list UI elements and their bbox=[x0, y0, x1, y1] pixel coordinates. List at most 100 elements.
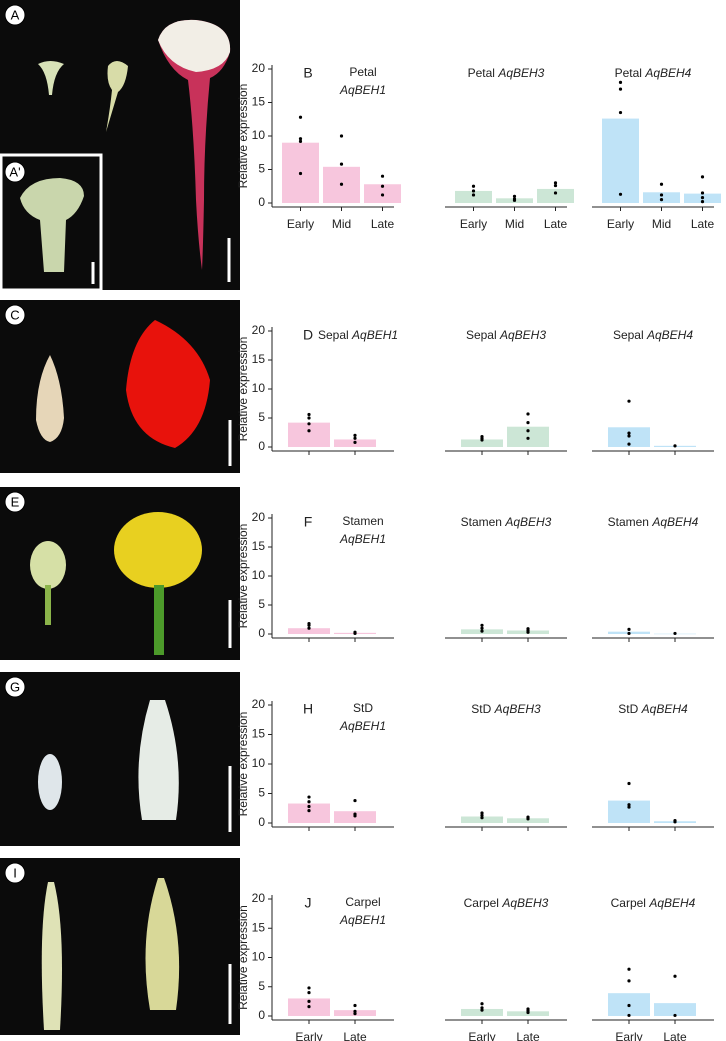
data-point bbox=[627, 967, 631, 971]
data-point bbox=[471, 184, 476, 188]
data-point bbox=[627, 979, 631, 983]
title-gene: AqBEH1 bbox=[351, 328, 398, 342]
data-point bbox=[307, 416, 311, 420]
petal-spur bbox=[158, 19, 231, 271]
data-point bbox=[298, 137, 303, 141]
data-point bbox=[627, 805, 631, 809]
chart-title: Petal AqBEH4 bbox=[615, 66, 692, 80]
data-point bbox=[353, 436, 357, 440]
y-tick-label: 15 bbox=[252, 920, 266, 934]
data-point bbox=[627, 631, 631, 636]
x-tick-label: Mid bbox=[332, 217, 351, 231]
data-point bbox=[380, 193, 385, 197]
title-organ: Sepal bbox=[466, 328, 497, 342]
data-point bbox=[627, 434, 631, 438]
photo-label: A bbox=[11, 7, 20, 22]
data-point bbox=[307, 626, 311, 630]
data-point bbox=[627, 1013, 631, 1018]
data-point bbox=[526, 817, 530, 821]
data-point bbox=[480, 623, 484, 627]
data-point bbox=[471, 189, 476, 193]
title-organ: Sepal bbox=[613, 328, 644, 342]
chart-title: Stamen AqBEH3 bbox=[461, 515, 552, 529]
panel-label: B bbox=[303, 65, 312, 81]
x-tick-label: Mid bbox=[505, 217, 524, 231]
photo-g bbox=[0, 672, 240, 846]
y-tick-label: 20 bbox=[252, 323, 266, 337]
bar bbox=[537, 188, 574, 203]
title-gene: AqBEH3 bbox=[499, 328, 546, 342]
y-tick-label: 15 bbox=[252, 352, 266, 366]
photo-label: E bbox=[11, 494, 20, 509]
data-point bbox=[659, 182, 664, 186]
x-tick-label: Late bbox=[371, 217, 395, 231]
data-point bbox=[627, 803, 631, 807]
x-tick-label: Early bbox=[607, 217, 634, 231]
label-badge bbox=[4, 4, 26, 26]
y-tick-label: 20 bbox=[252, 510, 266, 524]
data-point bbox=[353, 814, 357, 818]
data-point bbox=[627, 781, 631, 786]
data-point bbox=[627, 1003, 631, 1008]
title-organ: Sepal bbox=[318, 328, 349, 342]
bar bbox=[461, 816, 503, 823]
data-point bbox=[673, 1013, 677, 1018]
photo-labels: A A' C E G I bbox=[4, 4, 26, 884]
data-point bbox=[480, 1002, 484, 1006]
label-badge bbox=[4, 491, 26, 513]
title-gene: AqBEH4 bbox=[641, 702, 688, 716]
data-point bbox=[307, 429, 311, 433]
bar bbox=[643, 192, 680, 203]
data-point bbox=[627, 627, 631, 631]
stamen-bud bbox=[30, 541, 66, 589]
photo-label: G bbox=[10, 679, 20, 694]
data-point bbox=[512, 194, 517, 198]
panel-label: H bbox=[303, 701, 313, 717]
title-gene: AqBEH3 bbox=[501, 896, 548, 910]
y-tick-label: 15 bbox=[252, 95, 266, 109]
data-point bbox=[618, 192, 623, 196]
x-tick-label: Late bbox=[544, 217, 568, 231]
y-tick-label: 0 bbox=[258, 195, 265, 209]
data-point bbox=[480, 811, 484, 815]
bar bbox=[461, 439, 503, 447]
data-point bbox=[307, 623, 311, 627]
chart-title: Stamen bbox=[342, 514, 383, 528]
label-badge bbox=[4, 862, 26, 884]
data-point bbox=[480, 629, 484, 633]
y-tick-label: 15 bbox=[252, 727, 266, 741]
carpel bbox=[145, 878, 180, 1010]
data-point bbox=[353, 433, 357, 437]
data-point bbox=[526, 630, 530, 634]
data-point bbox=[700, 191, 705, 195]
y-tick-label: 5 bbox=[258, 410, 265, 424]
data-point bbox=[659, 193, 664, 197]
photo-label: I bbox=[13, 865, 17, 880]
y-tick-label: 15 bbox=[252, 539, 266, 553]
title-gene: AqBEH3 bbox=[504, 515, 551, 529]
x-tick-label: Mid bbox=[652, 217, 671, 231]
title-organ: Carpel bbox=[611, 896, 646, 910]
sepal-bud bbox=[36, 355, 64, 442]
data-point bbox=[618, 80, 623, 84]
title-organ: StD bbox=[618, 702, 638, 716]
title-organ: StD bbox=[471, 702, 491, 716]
data-point bbox=[307, 1005, 311, 1009]
panel-label: D bbox=[303, 327, 313, 343]
y-tick-label: 0 bbox=[258, 626, 265, 640]
data-point bbox=[659, 198, 664, 202]
y-tick-label: 5 bbox=[258, 597, 265, 611]
data-point bbox=[526, 429, 530, 433]
chart-title: Petal AqBEH3 bbox=[468, 66, 545, 80]
chart-title: Sepal AqBEH4 bbox=[613, 328, 693, 342]
y-tick-label: 5 bbox=[258, 979, 265, 993]
std bbox=[138, 700, 179, 820]
title-gene: AqBEH4 bbox=[651, 515, 698, 529]
data-point bbox=[307, 412, 311, 417]
chart-title: Petal bbox=[349, 65, 376, 79]
y-tick-label: 0 bbox=[258, 1008, 265, 1022]
y-tick-label: 5 bbox=[258, 162, 265, 176]
chart-title: Sepal AqBEH1 bbox=[318, 328, 398, 342]
x-tick-label: Late bbox=[663, 1030, 687, 1041]
